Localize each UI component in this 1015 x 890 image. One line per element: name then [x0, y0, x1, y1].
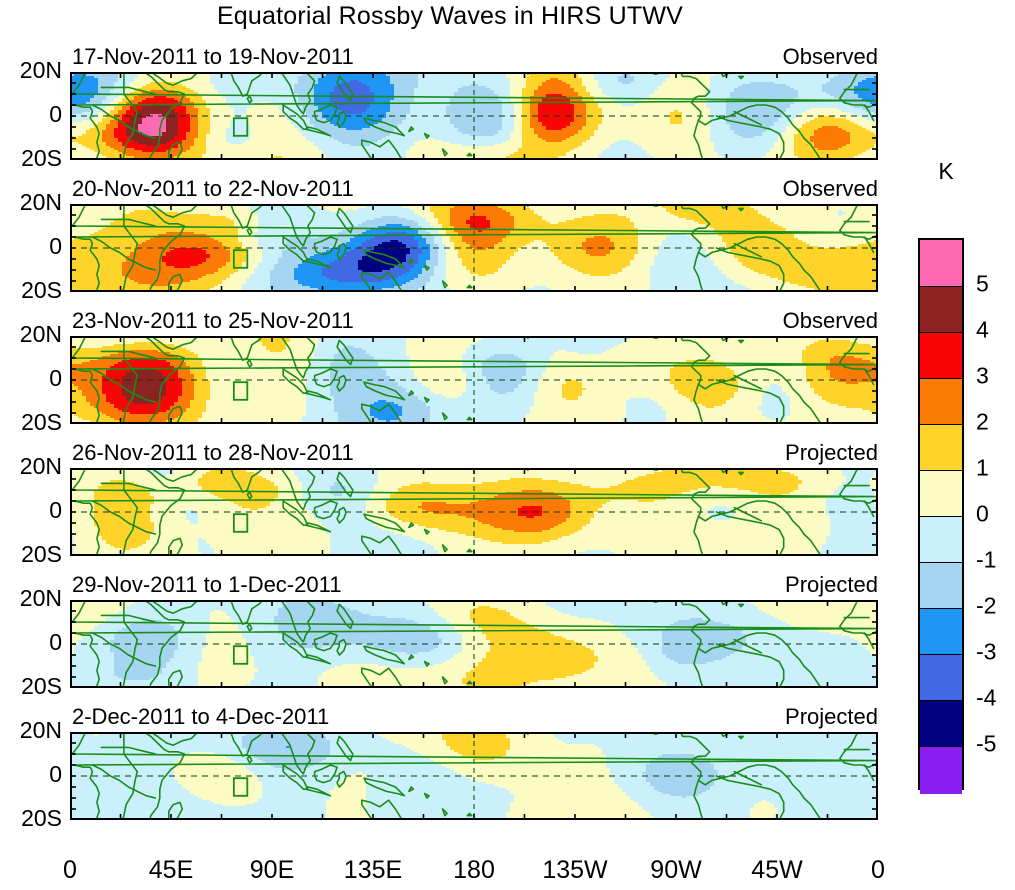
map-panel	[70, 72, 878, 160]
colorbar-unit-label: K	[938, 158, 954, 184]
panel-frame	[70, 600, 878, 688]
colorbar-band	[920, 332, 962, 380]
y-axis-tick-label: 0	[49, 365, 62, 391]
x-axis-tick-label: 180	[453, 856, 495, 884]
map-panel	[70, 468, 878, 556]
coastlines	[71, 732, 878, 820]
colorbar-tick-label: 2	[976, 408, 989, 435]
panel-date-range: 20-Nov-2011 to 22-Nov-2011	[72, 176, 354, 201]
colorbar-tick-label: -3	[976, 638, 997, 665]
panel-date-range: 26-Nov-2011 to 28-Nov-2011	[72, 440, 354, 465]
y-axis-tick-label: 0	[49, 497, 62, 523]
colorbar-tick-label: 3	[976, 362, 989, 389]
colorbar-band	[920, 424, 962, 472]
panel-date-range: 17-Nov-2011 to 19-Nov-2011	[72, 44, 354, 69]
anomaly-field	[70, 72, 878, 160]
region-box-marker	[232, 381, 249, 401]
y-axis-tick-label: 20N	[19, 585, 62, 611]
panel-date-range: 29-Nov-2011 to 1-Dec-2011	[72, 572, 342, 597]
y-axis-tick-label: 20S	[21, 805, 62, 831]
x-axis-tick-label: 135W	[542, 856, 608, 884]
anomaly-field	[70, 204, 878, 292]
y-axis-tick-label: 20N	[19, 321, 62, 347]
colorbar-tick-label: -2	[976, 592, 997, 619]
x-axis-tick-label: 0	[871, 856, 885, 884]
y-axis-tick-label: 0	[49, 101, 62, 127]
colorbar-tick-label: 5	[976, 270, 989, 297]
region-box-marker	[232, 645, 249, 665]
panel-status-label: Observed	[782, 44, 878, 69]
panel-frame	[70, 336, 878, 424]
colorbar-band	[920, 286, 962, 334]
y-axis-tick-label: 0	[49, 629, 62, 655]
y-axis-tick-label: 0	[49, 233, 62, 259]
colorbar-tick-label: -5	[976, 730, 997, 757]
x-axis-tick-label: 45W	[751, 856, 803, 884]
y-axis-tick-label: 0	[49, 761, 62, 787]
region-box-marker	[232, 249, 249, 269]
anomaly-field	[70, 336, 878, 424]
colorbar-tick-label: -4	[976, 684, 997, 711]
y-axis-tick-label: 20N	[19, 717, 62, 743]
colorbar-band	[920, 378, 962, 426]
panel-status-label: Observed	[782, 308, 878, 333]
panel-date-range: 2-Dec-2011 to 4-Dec-2011	[72, 704, 330, 729]
map-panel	[70, 732, 878, 820]
colorbar-tick-label: 1	[976, 454, 989, 481]
coastlines	[71, 468, 878, 556]
panel-frame	[70, 732, 878, 820]
coastlines	[71, 336, 878, 424]
colorbar-band	[920, 608, 962, 656]
panel-status-label: Projected	[785, 440, 878, 465]
colorbar	[918, 238, 964, 794]
colorbar-tick-label: 4	[976, 316, 989, 343]
colorbar-band	[920, 562, 962, 610]
coastlines	[71, 600, 878, 688]
region-box-marker	[232, 513, 249, 533]
y-axis-tick-label: 20N	[19, 57, 62, 83]
anomaly-field	[70, 732, 878, 820]
y-axis-tick-label: 20S	[21, 277, 62, 303]
panel-frame	[70, 468, 878, 556]
x-axis-tick-label: 135E	[343, 856, 403, 884]
map-panel	[70, 204, 878, 292]
x-axis-tick-label: 90W	[650, 856, 702, 884]
colorbar-tick-label: 0	[976, 500, 989, 527]
region-box-marker	[232, 117, 249, 137]
x-axis-tick-label: 0	[63, 856, 77, 884]
map-panel	[70, 336, 878, 424]
figure-title: Equatorial Rossby Waves in HIRS UTWV	[216, 2, 684, 30]
y-axis-tick-label: 20S	[21, 541, 62, 567]
y-axis-tick-label: 20S	[21, 673, 62, 699]
y-axis-tick-label: 20S	[21, 145, 62, 171]
y-axis-tick-label: 20S	[21, 409, 62, 435]
panel-frame	[70, 204, 878, 292]
colorbar-band	[920, 700, 962, 748]
region-box-marker	[232, 777, 249, 797]
colorbar-band	[920, 470, 962, 518]
panel-status-label: Projected	[785, 704, 878, 729]
panel-date-range: 23-Nov-2011 to 25-Nov-2011	[72, 308, 354, 333]
colorbar-band	[920, 516, 962, 564]
colorbar-band	[920, 654, 962, 702]
map-panel	[70, 600, 878, 688]
x-axis-tick-label: 90E	[249, 856, 295, 884]
panel-status-label: Projected	[785, 572, 878, 597]
y-axis-tick-label: 20N	[19, 189, 62, 215]
colorbar-tick-label: -1	[976, 546, 997, 573]
x-axis-tick-label: 45E	[148, 856, 194, 884]
colorbar-band	[920, 746, 962, 794]
colorbar-band	[920, 240, 962, 287]
coastlines	[71, 204, 878, 292]
panel-status-label: Observed	[782, 176, 878, 201]
y-axis-tick-label: 20N	[19, 453, 62, 479]
panel-frame	[70, 72, 878, 160]
